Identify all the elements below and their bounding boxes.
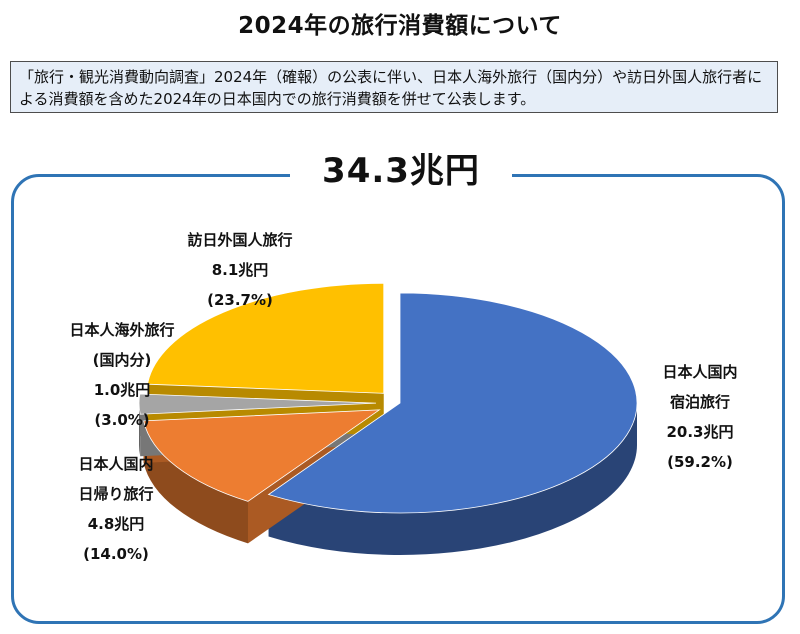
slice-name-line: 日本人国内 [78, 455, 154, 473]
slice-label-domestic-daytrip: 日本人国内 日帰り旅行 4.8兆円 (14.0%) [46, 449, 186, 569]
slice-name-line: 訪日外国人旅行 [187, 231, 293, 249]
slice-label-domestic-overnight: 日本人国内 宿泊旅行 20.3兆円 (59.2%) [630, 357, 770, 477]
slice-name-line: 日本人海外旅行 [69, 321, 175, 339]
slice-name-line: 日帰り旅行 [78, 485, 154, 503]
slice-percent: (3.0%) [94, 411, 150, 429]
pie-slice-outbound [138, 393, 377, 415]
pie-slice-domestic-overnight [267, 292, 638, 514]
slice-value: 4.8兆円 [87, 515, 145, 533]
pie-slice-domestic-daytrip-side [143, 420, 248, 544]
slice-label-inbound: 訪日外国人旅行 8.1兆円 (23.7%) [160, 225, 320, 315]
slice-value: 1.0兆円 [93, 381, 151, 399]
pie-slice-domestic-overnight-side [268, 403, 637, 555]
slice-value: 20.3兆円 [666, 423, 734, 441]
chart-total-title: 34.3兆円 [290, 140, 512, 202]
notice-box: 「旅行・観光消費動向調査」2024年（確報）の公表に伴い、日本人海外旅行（国内分… [10, 61, 778, 113]
page-title: 2024年の旅行消費額について [238, 13, 562, 39]
slice-percent: (23.7%) [207, 291, 273, 309]
slice-name-line: (国内分) [92, 351, 152, 369]
slice-percent: (59.2%) [667, 453, 733, 471]
pie-slice-inbound [147, 282, 385, 394]
slice-label-outbound-domestic: 日本人海外旅行 (国内分) 1.0兆円 (3.0%) [42, 315, 202, 435]
notice-text: 「旅行・観光消費動向調査」2024年（確報）の公表に伴い、日本人海外旅行（国内分… [19, 68, 763, 108]
slice-value: 8.1兆円 [211, 261, 269, 279]
slice-name-line: 宿泊旅行 [669, 393, 730, 411]
pie-slice-domestic-daytrip [143, 409, 381, 502]
slice-name-line: 日本人国内 [662, 363, 738, 381]
slice-percent: (14.0%) [83, 545, 149, 563]
